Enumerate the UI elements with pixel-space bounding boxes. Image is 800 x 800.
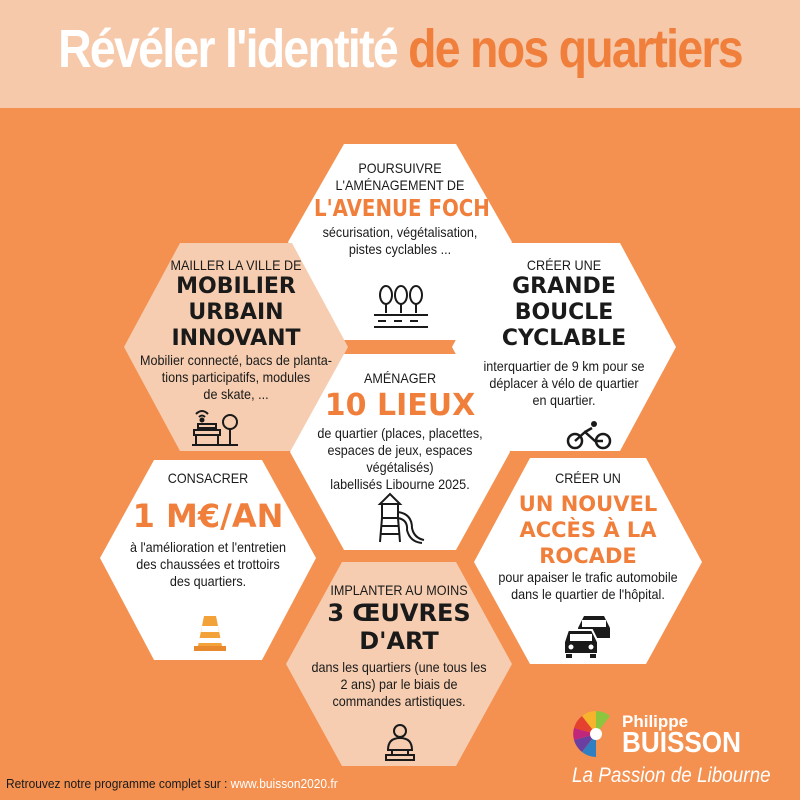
mobilier-b1: MOBILIER [176, 274, 296, 299]
rocade-h2: ACCÈS À LA [519, 518, 657, 542]
lieux-d3: labellisés Libourne 2025. [330, 476, 470, 492]
rocade-h1: UN NOUVEL [518, 492, 658, 516]
foch-desc1: sécurisation, végétalisation, [322, 224, 478, 240]
boucle-d2: déplacer à vélo de quartier [489, 375, 639, 391]
art-d2: 2 ans) par le biais de [340, 676, 458, 692]
rocade-intro: CRÉER UN [555, 470, 621, 486]
hex-budget [100, 460, 316, 660]
bust-statue-icon [385, 724, 415, 761]
footer-text: Retrouvez notre programme complet sur : … [6, 776, 338, 791]
header-band [0, 0, 800, 108]
hex-rocade-content: CRÉER UN UN NOUVEL ACCÈS À LA ROCADE pou… [484, 470, 692, 603]
logo-slogan: La Passion de Libourne [572, 764, 771, 787]
boucle-b2: BOUCLE [514, 300, 614, 325]
hex-lieux-content: AMÉNAGER 10 LIEUX de quartier (places, p… [284, 370, 516, 493]
logo-first-name: Philippe [622, 712, 689, 731]
boucle-b3: CYCLABLE [501, 326, 627, 351]
lieux-highlight: 10 LIEUX [324, 388, 476, 423]
mobilier-b3: INNOVANT [171, 326, 301, 351]
art-d1: dans les quartiers (une tous les [311, 659, 487, 675]
hex-rocade [474, 458, 702, 664]
mobilier-d2: tions participatifs, modules [161, 369, 311, 385]
lieux-d1: de quartier (places, placettes, [317, 425, 483, 441]
hex-foch [288, 144, 512, 340]
hex-boucle-content: CRÉER UNE GRANDE BOUCLE CYCLABLE interqu… [470, 257, 658, 409]
art-d3: commandes artistiques. [332, 693, 466, 709]
budget-d3: des quartiers. [169, 573, 247, 589]
rocade-d1: pour apaiser le trafic automobile [498, 569, 678, 585]
foch-line2: L'AMÉNAGEMENT DE [335, 177, 465, 193]
budget-intro: CONSACRER [167, 470, 249, 486]
traffic-cars-icon [564, 616, 610, 658]
footer-url-link[interactable]: www.buisson2020.fr [230, 776, 338, 791]
footer-label: Retrouvez notre programme complet sur : [6, 776, 231, 791]
hex-mobilier-content: MAILLER LA VILLE DE MOBILIER URBAIN INNO… [106, 257, 366, 403]
lieux-d2: espaces de jeux, espaces végétalisés) [327, 442, 473, 475]
mobilier-intro: MAILLER LA VILLE DE [170, 257, 302, 273]
boucle-b1: GRANDE [512, 274, 616, 299]
foch-line1: POURSUIVRE [358, 160, 442, 176]
candidate-logo: Philippe BUISSON La Passion de Libourne [572, 710, 794, 794]
hex-art [286, 562, 512, 766]
boucle-intro: CRÉER UNE [526, 257, 602, 273]
hex-lieux [290, 354, 510, 550]
title-part-orange: de nos quartiers [408, 19, 743, 79]
boucle-d1: interquartier de 9 km pour se [483, 358, 645, 374]
hex-boucle [452, 243, 676, 451]
art-intro: IMPLANTER AU MOINS [330, 582, 468, 598]
foch-highlight: L'AVENUE FOCH [314, 196, 490, 222]
art-b2: D'ART [359, 627, 439, 655]
art-b1: 3 ŒUVRES [327, 599, 471, 627]
budget-d2: des chaussées et trottoirs [136, 556, 280, 572]
title-part-white: Révéler l'identité [58, 19, 409, 79]
hex-mobilier [124, 243, 348, 451]
bicycle-icon [566, 421, 612, 450]
hex-budget-content: CONSACRER 1 M€/AN à l'amélioration et l'… [108, 470, 308, 590]
mobilier-b2: URBAIN [188, 300, 284, 325]
foch-desc2: pistes cyclables ... [348, 241, 452, 257]
hex-art-content: IMPLANTER AU MOINS 3 ŒUVRES D'ART dans l… [296, 582, 502, 710]
mobilier-d3: de skate, ... [203, 386, 269, 402]
lieux-intro: AMÉNAGER [363, 370, 437, 386]
sunburst-logo-icon [573, 711, 610, 757]
logo-last-name: BUISSON [622, 727, 741, 759]
playground-slide-icon [377, 492, 425, 544]
rocade-h3: ROCADE [539, 544, 637, 568]
budget-d1: à l'amélioration et l'entretien [129, 539, 287, 555]
rocade-d2: dans le quartier de l'hôpital. [511, 586, 665, 602]
bench-wifi-icon [192, 410, 238, 446]
budget-highlight: 1 M€/AN [132, 497, 284, 535]
page-title: Révéler l'identité de nos quartiers [56, 18, 744, 80]
mobilier-d1: Mobilier connecté, bacs de planta- [140, 352, 332, 368]
boucle-d3: en quartier. [532, 392, 596, 408]
trees-road-icon [374, 285, 428, 328]
hex-foch-content: POURSUIVRE L'AMÉNAGEMENT DE L'AVENUE FOC… [300, 160, 500, 258]
traffic-cone-icon [194, 616, 226, 651]
